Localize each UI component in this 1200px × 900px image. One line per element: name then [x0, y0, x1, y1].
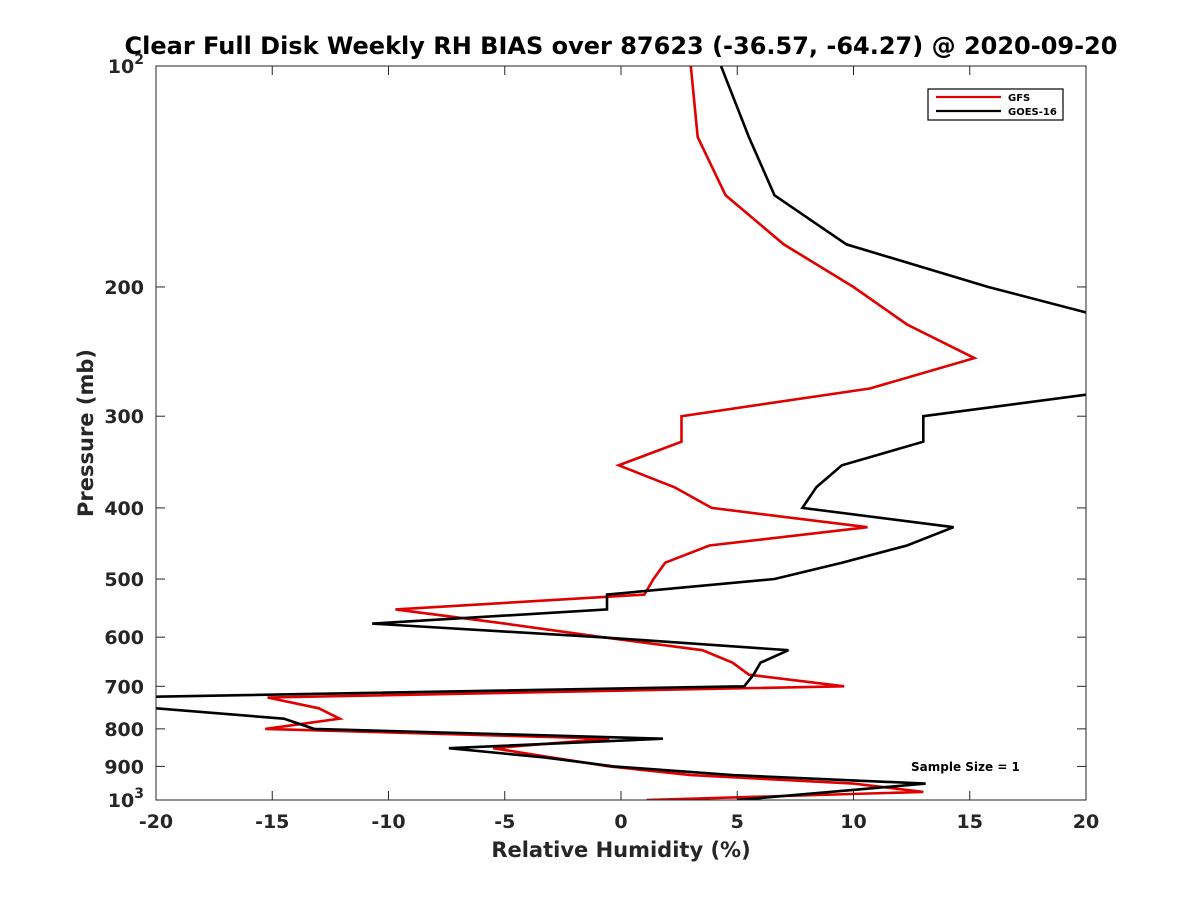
y-tick-label: 300 [104, 406, 144, 428]
y-tick-label: 600 [104, 627, 144, 649]
x-tick-label: -5 [494, 811, 515, 833]
x-axis-label: Relative Humidity (%) [491, 838, 750, 862]
series-line-goes16 [156, 66, 1086, 800]
legend-box [927, 88, 1064, 121]
legend-label-goes16: GOES-16 [1008, 107, 1057, 118]
y-tick-label: 200 [104, 277, 144, 299]
series-line-gfs [265, 66, 978, 800]
chart-title: Clear Full Disk Weekly RH BIAS over 8762… [125, 32, 1118, 60]
sample-size-annotation: Sample Size = 1 [911, 760, 1020, 774]
x-tick-label: 10 [840, 811, 866, 833]
y-tick-label: 700 [104, 676, 144, 698]
y-tick-label: 900 [104, 756, 144, 778]
y-tick-label: 102 [108, 52, 144, 78]
y-tick-label: 800 [104, 719, 144, 741]
x-tick-label: -20 [139, 811, 173, 833]
y-tick-label: 400 [104, 498, 144, 520]
x-tick-label: 20 [1073, 811, 1099, 833]
x-tick-label: -10 [371, 811, 405, 833]
y-tick-label: 103 [108, 786, 144, 812]
x-tick-label: 5 [731, 811, 744, 833]
legend-label-gfs: GFS [1008, 93, 1030, 104]
legend: GFS GOES-16 [927, 88, 1064, 121]
x-tick-label: 15 [957, 811, 983, 833]
x-tick-label: -15 [255, 811, 289, 833]
y-axis-label: Pressure (mb) [74, 349, 98, 517]
x-axis: -20 -15 -10 -5 0 5 10 15 20 [139, 66, 1099, 833]
y-tick-label: 500 [104, 569, 144, 591]
series-layer [156, 66, 1086, 800]
y-axis: 102 200 300 400 500 600 700 800 900 103 [104, 52, 1086, 812]
x-tick-label: 0 [614, 811, 627, 833]
